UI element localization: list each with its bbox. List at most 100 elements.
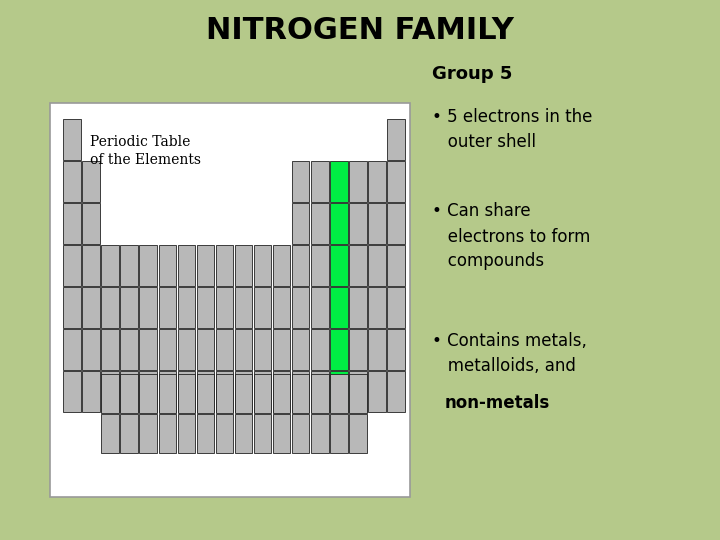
Bar [273, 287, 290, 328]
Bar [330, 374, 348, 413]
Bar [348, 414, 366, 453]
Text: • 5 electrons in the
   outer shell: • 5 electrons in the outer shell [432, 108, 593, 151]
Bar [348, 329, 366, 370]
Bar [348, 203, 366, 244]
Bar [178, 329, 195, 370]
Bar [253, 287, 271, 328]
Bar [387, 161, 405, 202]
Bar [158, 371, 176, 412]
Bar [63, 245, 81, 286]
Bar [253, 414, 271, 453]
Bar [102, 371, 120, 412]
Bar [197, 374, 215, 413]
Bar [82, 329, 100, 370]
Bar [197, 414, 215, 453]
Bar [215, 287, 233, 328]
Bar [311, 287, 328, 328]
Bar [102, 329, 120, 370]
Bar [253, 245, 271, 286]
Bar [311, 371, 328, 412]
Bar [140, 414, 157, 453]
Bar [215, 374, 233, 413]
Bar [178, 374, 195, 413]
Bar [368, 203, 386, 244]
Bar [102, 414, 120, 453]
Bar [292, 245, 310, 286]
Bar [235, 287, 253, 328]
Bar [197, 245, 215, 286]
Bar [158, 374, 176, 413]
Bar [235, 374, 253, 413]
Bar [311, 161, 328, 202]
Bar [140, 329, 157, 370]
Bar [292, 287, 310, 328]
Bar [235, 329, 253, 370]
Bar [292, 414, 310, 453]
Bar [120, 287, 138, 328]
Bar [215, 329, 233, 370]
Bar [120, 414, 138, 453]
Bar [387, 245, 405, 286]
Bar [292, 329, 310, 370]
Bar [120, 374, 138, 413]
Bar [178, 414, 195, 453]
Bar [158, 329, 176, 370]
Bar [330, 287, 348, 328]
Bar [292, 371, 310, 412]
Bar [82, 245, 100, 286]
Bar [348, 161, 366, 202]
Bar [82, 371, 100, 412]
Bar [330, 161, 348, 202]
Bar [292, 374, 310, 413]
Text: Periodic Table
of the Elements: Periodic Table of the Elements [90, 135, 201, 167]
Bar [102, 245, 120, 286]
Bar [140, 371, 157, 412]
Bar [215, 371, 233, 412]
Bar [63, 371, 81, 412]
Bar [158, 245, 176, 286]
Bar [215, 245, 233, 286]
Bar [273, 374, 290, 413]
Bar [158, 287, 176, 328]
Bar [63, 329, 81, 370]
Bar [140, 287, 157, 328]
Bar [197, 287, 215, 328]
Bar [348, 245, 366, 286]
Bar [102, 374, 120, 413]
Bar [197, 329, 215, 370]
Bar [311, 245, 328, 286]
Bar [120, 245, 138, 286]
Bar [387, 203, 405, 244]
Bar [82, 203, 100, 244]
Bar [311, 414, 328, 453]
Bar [82, 287, 100, 328]
Bar [311, 203, 328, 244]
Bar [253, 329, 271, 370]
Bar [235, 414, 253, 453]
Bar [120, 371, 138, 412]
Text: non-metals: non-metals [445, 394, 550, 412]
Bar [102, 287, 120, 328]
Bar [235, 371, 253, 412]
Bar [292, 161, 310, 202]
Bar [215, 414, 233, 453]
Bar [50, 103, 410, 497]
Bar [348, 374, 366, 413]
Text: • Contains metals,
   metalloids, and: • Contains metals, metalloids, and [432, 332, 587, 375]
Bar [348, 371, 366, 412]
Bar [273, 245, 290, 286]
Bar [387, 371, 405, 412]
Bar [82, 161, 100, 202]
Text: Group 5: Group 5 [432, 65, 513, 83]
Bar [273, 414, 290, 453]
Bar [178, 371, 195, 412]
Bar [140, 245, 157, 286]
Bar [387, 329, 405, 370]
Bar [178, 287, 195, 328]
Bar [330, 203, 348, 244]
Bar [330, 371, 348, 412]
Text: • Can share
   electrons to form
   compounds: • Can share electrons to form compounds [432, 202, 590, 271]
Bar [273, 329, 290, 370]
Bar [253, 374, 271, 413]
Bar [273, 371, 290, 412]
